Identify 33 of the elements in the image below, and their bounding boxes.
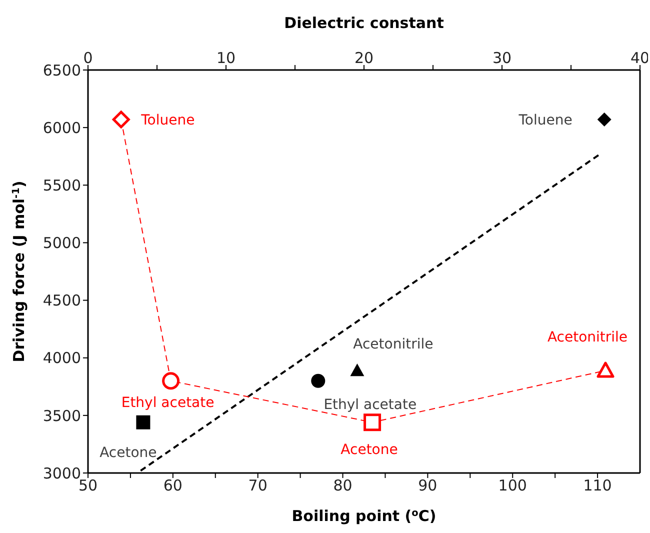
x2-axis-title: Dielectric constant	[284, 14, 444, 32]
point	[136, 415, 150, 430]
series-label: Toluene	[140, 112, 195, 128]
x-tick-label: 90	[418, 476, 438, 495]
series-label: Ethyl acetate	[324, 396, 417, 413]
series-label: Acetone	[100, 445, 157, 462]
x-tick-label: 50	[78, 476, 98, 495]
y-tick-label: 3500	[42, 406, 81, 425]
y-tick-label: 3000	[42, 464, 81, 482]
point	[311, 374, 326, 388]
y-tick-label: 5000	[42, 234, 81, 252]
series-label: Toluene	[518, 112, 572, 128]
x2-tick-label: 20	[354, 49, 374, 67]
series-label: Acetone	[340, 442, 398, 458]
x2-tick-label: 0	[83, 49, 93, 67]
y-tick-label: 5500	[42, 176, 81, 194]
text: Acetonitrile	[547, 329, 628, 346]
series-label: Acetonitrile	[353, 336, 434, 352]
point	[597, 112, 612, 127]
y-tick-label: 6500	[42, 61, 81, 80]
x-tick-label: 60	[163, 476, 182, 495]
x-tick-label: 80	[333, 476, 352, 495]
point	[350, 364, 364, 376]
y-tick-label: 6000	[42, 118, 81, 137]
y-tick-label: 4000	[42, 349, 81, 368]
x-tick-label: 70	[248, 476, 268, 495]
x-tick-label: 110	[583, 476, 612, 495]
x-tick-label: 100	[498, 476, 527, 495]
x2-tick-label: 10	[216, 49, 236, 67]
series-label: Ethyl acetate	[121, 394, 214, 411]
y-tick-label: 4500	[42, 292, 81, 310]
x2-tick-label: 30	[492, 49, 512, 67]
x-axis-title: Boiling point ($^{o}$C)	[292, 507, 436, 525]
